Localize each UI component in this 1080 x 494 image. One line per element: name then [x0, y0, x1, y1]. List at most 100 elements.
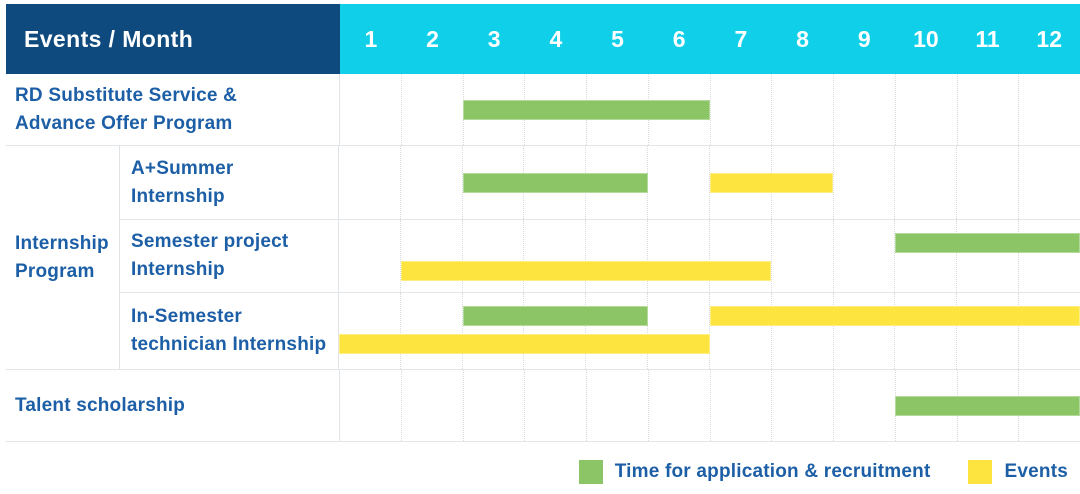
month-cell — [524, 370, 586, 441]
row-label: Semester project Internship — [120, 220, 339, 292]
month-cell — [1018, 74, 1080, 145]
month-cell — [585, 220, 647, 292]
month-header-cell: 11 — [975, 25, 1000, 52]
month-header-cell: 4 — [549, 25, 563, 52]
month-header-cell: 9 — [857, 25, 871, 52]
month-cell — [833, 370, 895, 441]
month-header-cell: 6 — [672, 25, 686, 52]
row-label-line: Internship — [131, 259, 225, 280]
application-bar — [894, 233, 1080, 253]
month-cell — [708, 220, 771, 292]
month-cell — [894, 293, 956, 369]
month-cell — [340, 370, 401, 441]
month-cell — [894, 74, 957, 145]
month-cell — [399, 293, 462, 369]
events-month-header: Events / Month — [6, 4, 340, 74]
month-cell — [709, 370, 772, 441]
month-cell — [647, 220, 709, 292]
row-label-line: Internship — [131, 185, 225, 207]
row-label-line: technician Internship — [131, 334, 327, 355]
row-label: RD Substitute Service & Advance Offer Pro… — [6, 74, 340, 145]
month-cell — [523, 293, 585, 369]
group-label-line: Program — [15, 260, 95, 282]
month-cell — [647, 146, 709, 219]
chart-area — [340, 370, 1080, 441]
month-cell — [709, 74, 772, 145]
application-bar — [462, 172, 648, 193]
month-header-cell: 5 — [611, 25, 624, 52]
row-label: Talent scholarship — [6, 370, 340, 441]
month-cell — [462, 74, 525, 145]
month-cell — [956, 146, 1018, 219]
month-cell — [399, 220, 462, 292]
application-legend-swatch — [578, 460, 603, 484]
month-cell — [647, 293, 709, 369]
event-bar — [709, 172, 833, 193]
month-cell — [340, 74, 401, 145]
gantt-row: In-Semester technician Internship — [120, 293, 1080, 369]
gantt-body: RD Substitute Service & Advance Offer Pro… — [6, 74, 1080, 442]
month-cell — [339, 146, 400, 219]
month-cell — [523, 220, 585, 292]
row-label-line: Talent scholarship — [15, 394, 186, 416]
event-legend-swatch — [968, 460, 993, 484]
month-cell — [956, 220, 1018, 292]
month-cell — [956, 74, 1019, 145]
month-cell — [462, 370, 525, 441]
month-cell — [833, 74, 895, 145]
gantt-row: Talent scholarship — [6, 370, 1080, 442]
gantt-row: A+Summer Internship — [120, 146, 1080, 220]
event-legend-label: Events — [1004, 461, 1068, 482]
month-cell — [770, 293, 833, 369]
month-cell — [708, 146, 771, 219]
chart-area — [339, 293, 1080, 369]
month-cell — [894, 146, 956, 219]
month-cell — [1018, 220, 1080, 292]
month-cell — [647, 370, 710, 441]
month-cell — [586, 370, 648, 441]
month-header-cell: 1 — [364, 25, 378, 52]
row-label-line: Semester project — [131, 231, 289, 252]
month-cell — [399, 146, 462, 219]
gantt-table: Events / Month 1 2 3 4 5 6 7 8 9 10 11 12 RD Substi… — [6, 4, 1080, 442]
application-bar — [463, 99, 710, 120]
event-bar — [339, 334, 710, 354]
month-cell — [771, 74, 833, 145]
event-bar — [709, 306, 1080, 326]
month-header-cell: 12 — [1036, 25, 1063, 52]
month-header: 1 2 3 4 5 6 7 8 9 10 11 12 — [340, 4, 1080, 74]
row-label: A+Summer Internship — [120, 146, 339, 219]
month-cell — [832, 146, 895, 219]
month-cell — [461, 146, 524, 219]
application-legend-label: Time for application & recruitment — [614, 461, 931, 482]
application-bar — [462, 306, 648, 326]
row-label-line: RD Substitute Service & — [15, 84, 238, 106]
month-cell — [894, 220, 956, 292]
group-subrows: A+Summer Internship Semester project Intern… — [120, 146, 1080, 369]
month-cell — [339, 293, 400, 369]
month-cell — [585, 293, 647, 369]
gantt-row: Semester project Internship — [120, 220, 1080, 293]
group-label-line: Internship — [15, 232, 109, 254]
month-cell — [1018, 293, 1080, 369]
month-cell — [956, 293, 1018, 369]
gantt-row-group: Internship Program A+Summer Internship Semes… — [6, 146, 1080, 370]
row-label: In-Semester technician Internship — [120, 293, 339, 369]
month-cell — [771, 370, 833, 441]
chart-area — [339, 220, 1080, 292]
month-header-cell: 3 — [487, 25, 501, 52]
row-label-line: In-Semester — [131, 306, 242, 327]
month-header-cell: 10 — [913, 25, 939, 52]
group-label: Internship Program — [6, 146, 120, 369]
chart-area — [340, 74, 1080, 145]
month-cell — [1018, 146, 1080, 219]
header-row: Events / Month 1 2 3 4 5 6 7 8 9 10 11 12 — [6, 4, 1080, 74]
month-header-cell: 7 — [734, 25, 748, 52]
event-bar — [400, 261, 772, 281]
legend: Time for application & recruitment Event… — [578, 456, 1068, 488]
month-header-cell: 8 — [796, 25, 809, 52]
month-cell — [400, 74, 463, 145]
row-label-line: Advance Offer Program — [15, 112, 233, 134]
month-cell — [708, 293, 771, 369]
